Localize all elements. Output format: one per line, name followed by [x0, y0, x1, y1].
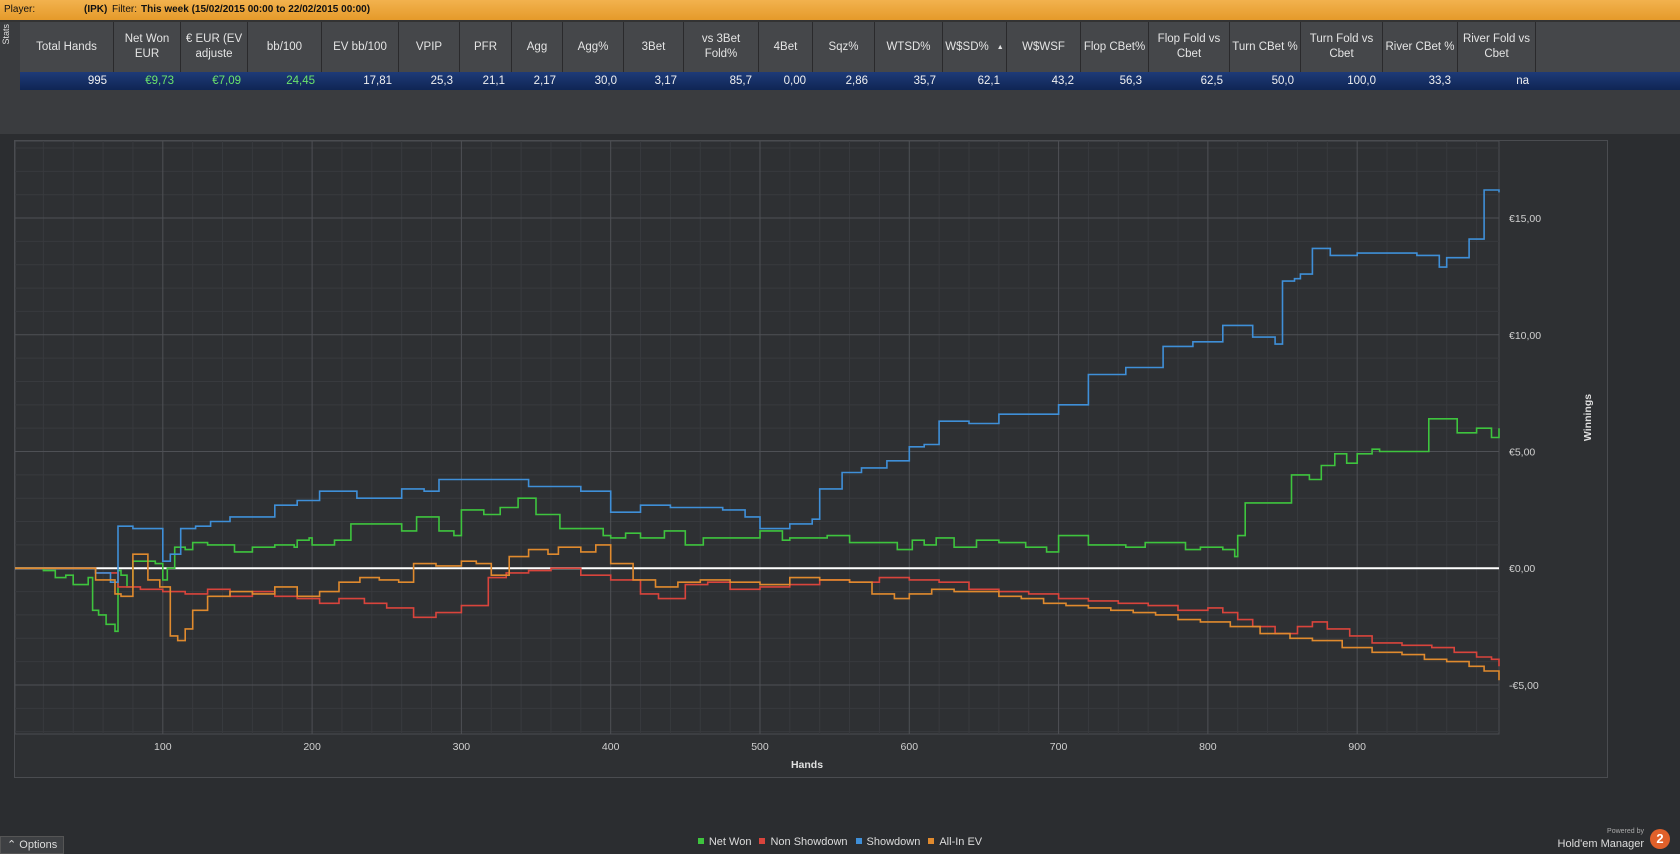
x-tick-label: 900: [1348, 741, 1366, 753]
stats-value-cell: 35,7: [913, 75, 936, 87]
stats-value-cell: na: [1516, 75, 1529, 87]
x-tick-label: 300: [453, 741, 471, 753]
series-line-showdown: [15, 189, 1500, 583]
filter-value[interactable]: This week (15/02/2015 00:00 to 22/02/201…: [141, 4, 371, 15]
filter-bar: Player: (IPK) Filter: This week (15/02/2…: [0, 0, 1680, 22]
stats-header-cell[interactable]: € EUR (EV adjuste: [181, 22, 248, 72]
winnings-graph: 100 200 300 400 500 600 700 800 900 -€5,00 €0,00 €5…: [14, 140, 1608, 778]
brand-name: Hold'em Manager: [1557, 838, 1644, 850]
series-line-net-won: [15, 418, 1500, 633]
y-tick-label: €15,00: [1509, 213, 1541, 225]
y-tick-label: €5,00: [1509, 447, 1535, 459]
stats-value-cell: 21,1: [482, 75, 505, 87]
stats-side-tab[interactable]: Stats: [0, 22, 21, 134]
powered-by-text: Powered by: [1607, 828, 1644, 835]
stats-value-cell: 50,0: [1271, 75, 1294, 87]
plot-area-border: [15, 141, 1500, 735]
stats-value-cell: 2,17: [533, 75, 556, 87]
y-axis-label: Winnings: [1582, 394, 1594, 441]
stats-header-cell[interactable]: Flop CBet%: [1081, 22, 1149, 72]
stats-value-cell: 85,7: [729, 75, 752, 87]
stats-header-cell[interactable]: PFR: [460, 22, 512, 72]
stats-value-cell: 0,00: [783, 75, 806, 87]
stats-header-row: Total Hands Net Won EUR € EUR (EV adjuste b…: [20, 22, 1680, 72]
filter-label: Filter:: [112, 4, 137, 15]
stats-header-cell[interactable]: River Fold vs Cbet: [1458, 22, 1536, 72]
stats-header-cell[interactable]: VPIP: [399, 22, 460, 72]
stats-header-cell[interactable]: Flop Fold vs Cbet: [1149, 22, 1230, 72]
stats-value-cell: 17,81: [363, 75, 392, 87]
y-tick-label: -€5,00: [1509, 680, 1539, 692]
stats-header-cell[interactable]: W$WSF: [1007, 22, 1081, 72]
y-tick-label: €10,00: [1509, 330, 1541, 342]
stats-value-cell: 24,45: [286, 75, 315, 87]
player-name[interactable]: (IPK): [84, 4, 108, 15]
winnings-chart-svg: 100 200 300 400 500 600 700 800 900 -€5,00 €0,00 €5…: [15, 141, 1594, 771]
stats-value-cell: 30,0: [594, 75, 617, 87]
stats-header-cell[interactable]: Net Won EUR: [114, 22, 181, 72]
legend-swatch: [697, 838, 704, 845]
stats-panel: Total Hands Net Won EUR € EUR (EV adjuste b…: [20, 22, 1680, 134]
stats-header-cell[interactable]: bb/100: [248, 22, 322, 72]
legend-label: Non Showdown: [770, 836, 848, 848]
x-tick-label: 700: [1050, 741, 1068, 753]
x-tick-label: 100: [154, 741, 172, 753]
stats-value-cell: 56,3: [1119, 75, 1142, 87]
legend-item[interactable]: All-In EV: [928, 836, 982, 848]
stats-header-cell[interactable]: Agg%: [563, 22, 624, 72]
series-line-all-in-ev: [15, 544, 1500, 681]
hm2-logo-icon: 2: [1650, 829, 1670, 849]
stats-tab-label: Stats: [1, 24, 11, 45]
x-axis-label: Hands: [791, 759, 823, 771]
legend-label: Net Won: [708, 836, 752, 848]
stats-value-cell: 995: [87, 75, 107, 87]
stats-header-cell[interactable]: WTSD%: [875, 22, 943, 72]
legend-swatch: [759, 838, 766, 845]
sort-ascending-icon: ▲: [996, 43, 1004, 51]
x-tick-label: 400: [602, 741, 620, 753]
stats-value-cell: 3,17: [654, 75, 677, 87]
stats-header-cell[interactable]: Total Hands: [20, 22, 114, 72]
player-label: Player:: [4, 4, 36, 15]
stats-value-cell: 33,3: [1428, 75, 1451, 87]
x-tick-label: 600: [901, 741, 919, 753]
stats-value-cell: 25,3: [430, 75, 453, 87]
stats-value-row[interactable]: 995 €9,73 €7,09 24,45 17,81 25,3 21,1 2,17 30,0 3…: [20, 72, 1680, 90]
stats-header-cell[interactable]: EV bb/100: [322, 22, 399, 72]
legend-swatch: [928, 838, 935, 845]
x-tick-label: 200: [303, 741, 321, 753]
legend-label: Showdown: [866, 836, 921, 848]
options-arrow-icon: ⌃: [7, 839, 17, 851]
stats-value-cell: €7,09: [212, 75, 241, 87]
legend-swatch: [855, 838, 862, 845]
legend-item[interactable]: Non Showdown: [759, 836, 848, 848]
stats-header-cell[interactable]: Sqz%: [813, 22, 875, 72]
stats-value-cell: 2,86: [845, 75, 868, 87]
series-line-non-showdown: [15, 567, 1500, 667]
stats-header-cell[interactable]: Turn CBet %: [1230, 22, 1301, 72]
stats-header-cell[interactable]: Turn Fold vs Cbet: [1301, 22, 1383, 72]
stats-value-cell: 62,5: [1200, 75, 1223, 87]
stats-header-cell[interactable]: 4Bet: [759, 22, 813, 72]
stats-value-cell: 62,1: [977, 75, 1000, 87]
options-button[interactable]: ⌃ Options: [0, 836, 64, 854]
stats-header-cell[interactable]: River CBet %: [1383, 22, 1458, 72]
stats-header-cell[interactable]: Agg: [512, 22, 563, 72]
options-label: Options: [19, 839, 58, 851]
y-tick-label: €0,00: [1509, 563, 1535, 575]
chart-legend: Net Won Non Showdown Showdown All-In EV: [0, 836, 1680, 852]
legend-label: All-In EV: [939, 836, 983, 848]
stats-header-cell[interactable]: 3Bet: [624, 22, 684, 72]
stats-header-cell[interactable]: vs 3Bet Fold%: [684, 22, 759, 72]
stats-value-cell: €9,73: [145, 75, 174, 87]
x-tick-label: 800: [1199, 741, 1217, 753]
legend-item[interactable]: Showdown: [855, 836, 921, 848]
legend-item[interactable]: Net Won: [697, 836, 752, 848]
stats-value-cell: 43,2: [1051, 75, 1074, 87]
stats-value-cell: 100,0: [1347, 75, 1376, 87]
x-tick-label: 500: [751, 741, 769, 753]
brand-logo: Powered by Hold'em Manager 2: [1540, 826, 1670, 854]
stats-header-cell[interactable]: W$SD% ▲: [943, 22, 1007, 72]
